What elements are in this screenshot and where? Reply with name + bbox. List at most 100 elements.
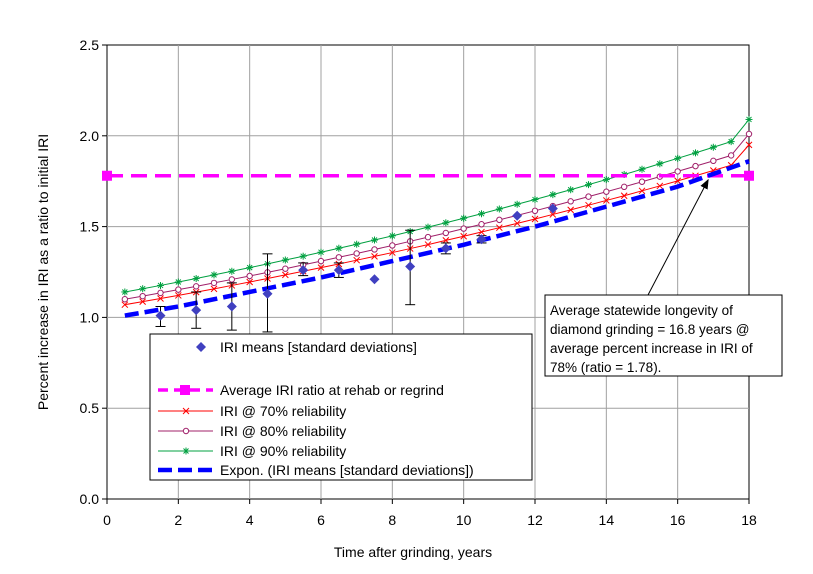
- x-tick-label: 2: [174, 512, 182, 528]
- y-tick-label: 1.5: [80, 219, 100, 235]
- legend-item-expon: Expon. (IRI means [standard deviations]): [158, 462, 474, 478]
- means-point: [155, 310, 166, 321]
- x-tick-label: 6: [317, 512, 325, 528]
- x-tick-label: 0: [103, 512, 111, 528]
- series-r70-point: [567, 206, 575, 214]
- series-r90-point: [531, 196, 539, 204]
- series-r70-point-stroke: [371, 253, 378, 260]
- series-r70-point-stroke: [549, 211, 557, 218]
- series-r90-point: [317, 248, 325, 256]
- series-r90-point: [692, 149, 699, 157]
- series-r90-point: [567, 186, 575, 194]
- series-expon: [124, 159, 750, 318]
- series-r90-point: [192, 275, 200, 283]
- series-r70-point: [317, 264, 325, 271]
- series-r70-point: [495, 224, 503, 232]
- annotation-line-3: average percent increase in IRI of: [550, 341, 753, 356]
- series-r90-point: [371, 236, 378, 244]
- legend-swatch-means: [196, 342, 206, 352]
- series-r70-point-stroke: [353, 256, 361, 264]
- series-r70-point: [620, 192, 628, 200]
- series-r70-point-stroke: [495, 224, 503, 232]
- means-point: [547, 203, 558, 214]
- series-r80-point: [175, 286, 182, 293]
- legend-item-rehab: Average IRI ratio at rehab or regrind: [158, 382, 444, 398]
- y-tick-label: 1.0: [80, 309, 100, 325]
- series-rehab-marker: [744, 170, 754, 181]
- series-r80-point: [139, 292, 146, 300]
- x-tick-label: 12: [527, 512, 543, 528]
- series-r70-point: [388, 249, 396, 256]
- series-r80-point: [638, 178, 646, 185]
- series-r80-point: [567, 198, 574, 205]
- series-r80-point: [121, 296, 129, 303]
- series-r70-point-stroke: [674, 177, 682, 185]
- series-r80-point: [335, 254, 343, 261]
- series-r70-point-stroke: [567, 206, 575, 214]
- series-r70-point-stroke: [157, 295, 164, 302]
- series-r70-point-stroke: [210, 285, 218, 293]
- y-tick-label: 2.5: [80, 37, 100, 53]
- series-r70-point: [157, 295, 164, 302]
- axes: 0 2 4 6 8 10 12 14 16 18 0.0 0.5 1.0 1.5 2.0 2.5: [80, 37, 757, 528]
- means-point: [226, 301, 237, 312]
- series-r70-point: [674, 177, 682, 185]
- series-r80-point: [603, 188, 610, 195]
- series-r70-point-stroke: [317, 264, 325, 271]
- series-r70-point-stroke: [139, 298, 147, 305]
- series-r80-point: [424, 233, 432, 241]
- legend-label-expon: Expon. (IRI means [standard deviations]): [220, 462, 474, 478]
- x-axis-label: Time after grinding, years: [334, 544, 492, 560]
- series-r70-point: [460, 232, 468, 240]
- y-tick-label: 0.5: [80, 400, 100, 416]
- series-means: [155, 203, 558, 333]
- legend-label-r90: IRI @ 90% reliability: [220, 443, 346, 459]
- series-r70-point-stroke: [424, 241, 432, 248]
- annotation-arrow: [647, 178, 709, 296]
- series-r70-point-stroke: [460, 232, 468, 240]
- series-r70-point-stroke: [281, 271, 289, 279]
- series-r80-point: [727, 152, 735, 159]
- series-r70-point-stroke: [531, 215, 539, 223]
- series-r90-point: [638, 165, 646, 173]
- series-r90-point: [353, 240, 361, 248]
- series-r70-point-stroke: [478, 228, 485, 236]
- y-tick-label: 0.0: [80, 491, 100, 507]
- series-r90-point: [727, 138, 735, 146]
- legend-item-r70: IRI @ 70% reliability: [158, 403, 346, 419]
- series-r70-point: [424, 241, 432, 248]
- x-tick-label: 8: [388, 512, 396, 528]
- series-r90-point: [246, 264, 254, 272]
- series-r90: [121, 115, 753, 296]
- series-r80-point: [496, 216, 503, 224]
- legend-label-rehab: Average IRI ratio at rehab or regrind: [220, 382, 444, 398]
- series-r90-point: [121, 288, 129, 296]
- series-r70-point: [281, 271, 289, 279]
- series-r70-point-stroke: [513, 219, 521, 227]
- series-r70-point: [246, 278, 254, 286]
- means-point: [405, 261, 416, 272]
- series-r80-point: [389, 242, 396, 249]
- series-r80-point: [157, 289, 164, 297]
- series-r70-point-stroke: [638, 187, 646, 195]
- series-r70: [121, 141, 753, 309]
- series-r70-point-stroke: [442, 237, 450, 244]
- series-r80-point: [192, 283, 200, 290]
- series-r70-point: [585, 201, 592, 209]
- legend-swatch-r90-marker: [182, 447, 190, 455]
- series-r70-point: [139, 298, 147, 305]
- series-r80-point: [620, 183, 628, 191]
- series-r90-line: [124, 119, 750, 293]
- series-r70-point: [121, 301, 129, 309]
- series-r90-point: [442, 219, 450, 227]
- series-r80-point: [371, 246, 378, 253]
- series-r70-point: [602, 197, 610, 204]
- legend-swatch-r70-marker-stroke: [182, 407, 190, 415]
- series-r90-point: [478, 210, 485, 218]
- series-r70-point: [371, 253, 378, 260]
- series-r80-point: [317, 257, 325, 265]
- means-point: [512, 210, 523, 221]
- series-r80-point: [710, 157, 717, 165]
- series-r90-point: [174, 278, 182, 286]
- x-tick-label: 4: [246, 512, 254, 528]
